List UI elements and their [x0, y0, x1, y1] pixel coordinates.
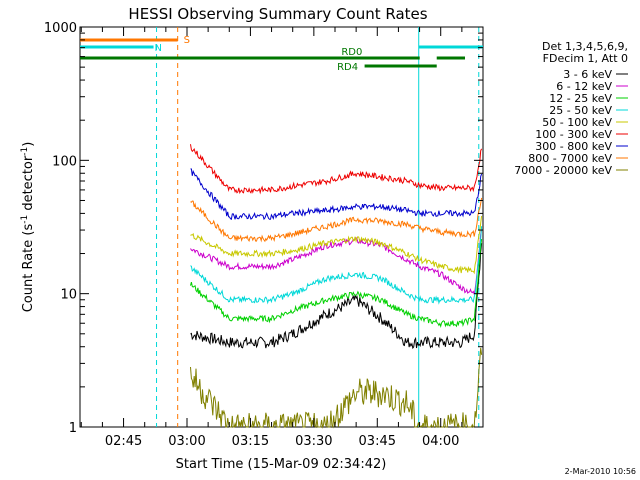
legend-entry-label: 800 - 7000 keV [528, 152, 612, 165]
series-line-6 [190, 168, 483, 221]
y-axis-label-part3: ) [21, 142, 36, 147]
x-axis-ticks: 02:45 03:00 03:15 03:30 03:45 04:00 [80, 27, 484, 449]
x-axis-label: Start Time (15-Mar-09 02:34:42) [176, 457, 387, 472]
series-line-0 [190, 243, 483, 350]
status-flags: S N RD0 RD4 [80, 35, 483, 73]
y-axis-ticks: 1 10 100 1000 [44, 21, 483, 436]
y-axis-label-part2: detector [21, 155, 36, 215]
series-line-2 [190, 239, 483, 328]
series-line-4 [190, 215, 483, 275]
x-tick-label: 03:45 [359, 434, 396, 449]
series-line-1 [190, 229, 483, 295]
vertical-markers [156, 27, 480, 427]
plot-frame [79, 26, 484, 428]
y-tick-label: 1 [69, 421, 77, 436]
y-axis-label-sup2: -1 [20, 147, 30, 156]
flag-label-s: S [184, 35, 190, 46]
series-line-5 [190, 144, 483, 195]
flag-label-rd0: RD0 [341, 47, 362, 58]
legend-entry-label: 50 - 100 keV [542, 116, 612, 129]
series-lines [190, 144, 483, 429]
series-line-7 [190, 197, 483, 243]
x-tick-label: 04:00 [422, 434, 459, 449]
legend-entry-label: 12 - 25 keV [549, 92, 612, 105]
y-tick-label: 10 [60, 288, 77, 303]
footer-timestamp: 2-Mar-2010 10:56 [565, 467, 636, 476]
x-tick-label: 02:45 [105, 434, 142, 449]
legend-header-line: FDecim 1, Att 0 [543, 52, 628, 65]
y-axis-label-part1: Count Rate (s [21, 224, 36, 313]
legend-entry-label: 300 - 800 keV [535, 140, 612, 153]
chart-title: HESSI Observing Summary Count Rates [128, 5, 427, 23]
legend-entry-label: 100 - 300 keV [535, 128, 612, 141]
flag-label-rd4: RD4 [337, 62, 358, 73]
legend-entry-label: 7000 - 20000 keV [514, 164, 612, 177]
x-tick-label: 03:30 [295, 434, 332, 449]
legend-entry-label: 3 - 6 keV [563, 68, 612, 81]
legend-header-line: Det 1,3,4,5,6,9, [542, 40, 628, 53]
x-tick-label: 03:15 [232, 434, 269, 449]
legend-entry-label: 25 - 50 keV [549, 104, 612, 117]
y-tick-label: 100 [52, 154, 77, 169]
series-line-3 [190, 226, 483, 305]
flag-label-n: N [155, 43, 162, 54]
series-line-8 [190, 347, 483, 429]
legend-entry-label: 6 - 12 keV [556, 80, 612, 93]
y-axis-label-sup1: -1 [20, 215, 30, 224]
x-tick-label: 03:00 [168, 434, 205, 449]
y-axis-label: Count Rate (s-1 detector-1) [20, 142, 36, 313]
legend: Det 1,3,4,5,6,9,FDecim 1, Att 0 3 - 6 keV… [514, 40, 628, 177]
y-tick-label: 1000 [44, 21, 77, 36]
